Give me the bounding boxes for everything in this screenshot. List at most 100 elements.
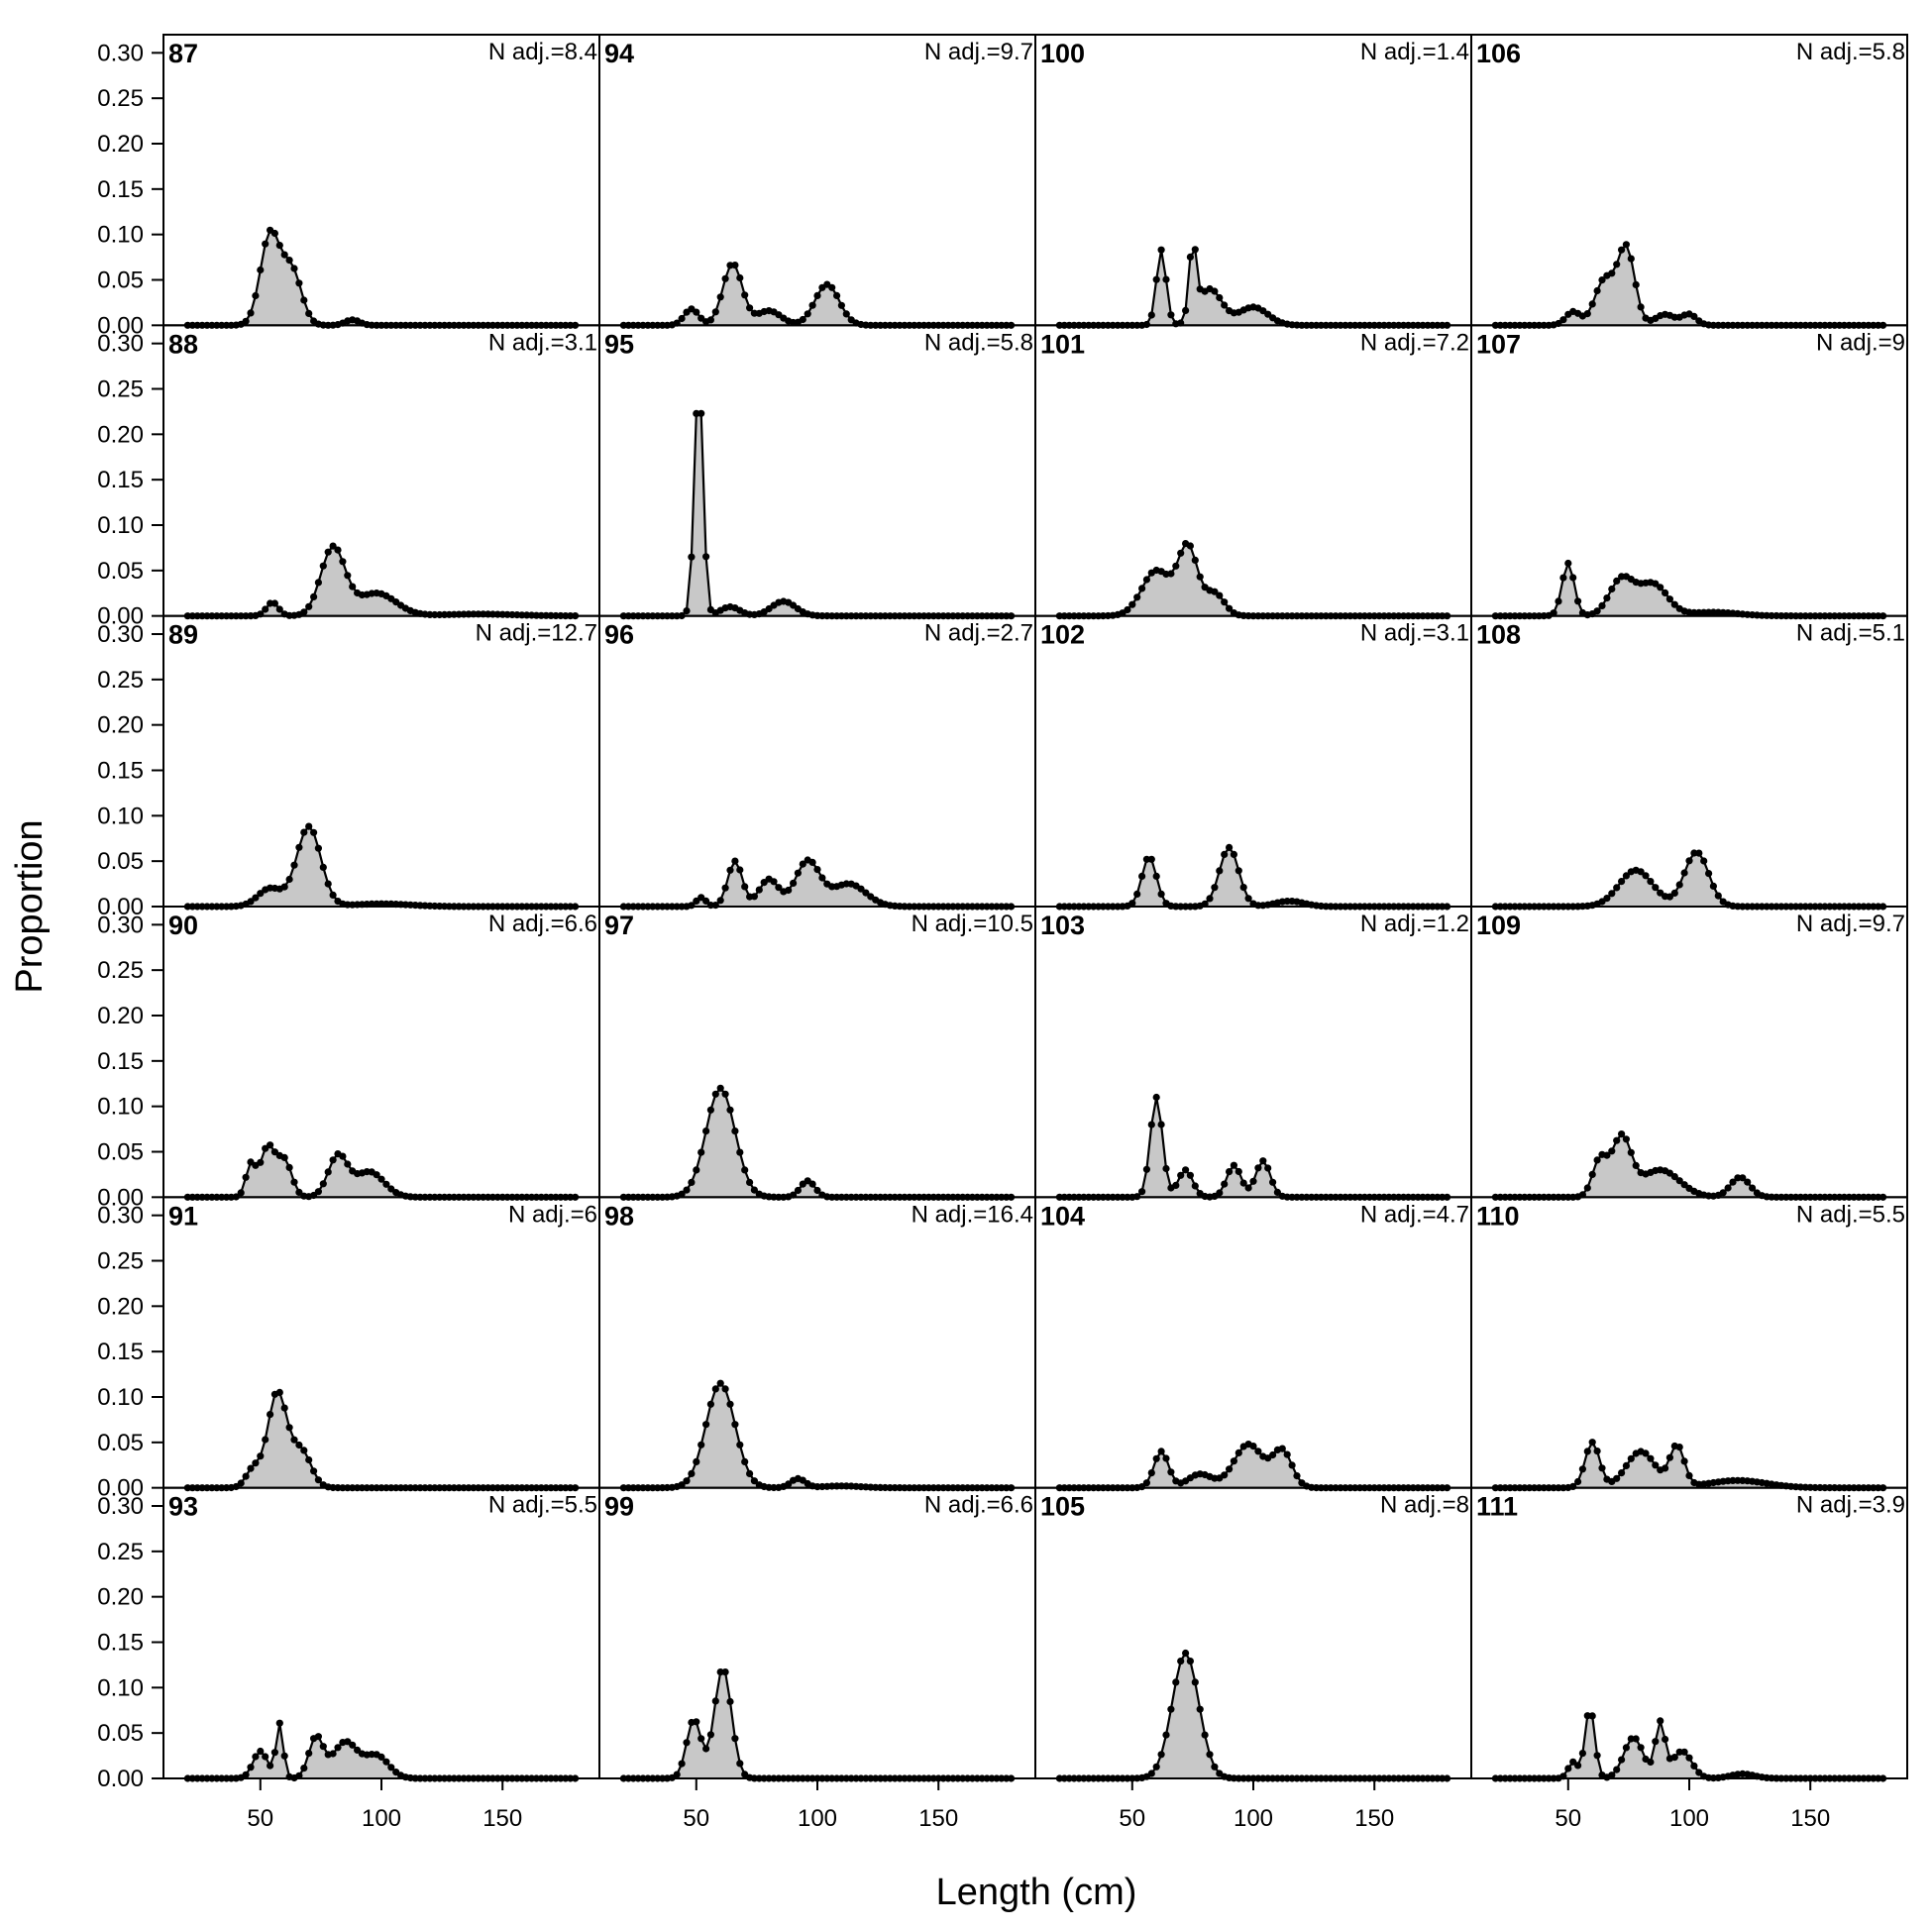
data-point xyxy=(339,558,347,566)
data-point xyxy=(1221,850,1229,859)
data-point xyxy=(750,1477,759,1485)
data-point xyxy=(716,1084,724,1092)
data-point xyxy=(741,1166,749,1174)
data-point xyxy=(702,1421,710,1429)
data-point xyxy=(1670,1754,1678,1762)
data-point xyxy=(1632,280,1640,288)
data-point xyxy=(275,1719,283,1727)
data-point xyxy=(267,1762,274,1770)
data-point xyxy=(755,886,763,894)
data-point xyxy=(1196,1705,1204,1713)
data-point xyxy=(702,1127,710,1135)
data-point xyxy=(1283,1450,1291,1458)
data-point xyxy=(698,409,705,417)
nadj-label: N adj.=1.4 xyxy=(1360,39,1469,65)
data-point xyxy=(1675,1444,1683,1451)
area-fill-91 xyxy=(187,1392,576,1488)
data-point xyxy=(252,291,260,300)
data-point xyxy=(1191,1182,1199,1190)
data-point xyxy=(1657,584,1664,591)
data-point xyxy=(1147,1121,1155,1128)
series-line-107 xyxy=(1495,560,1883,617)
data-point xyxy=(237,1189,245,1197)
panel-109: 109 N adj.=9.7 xyxy=(1470,906,1908,1201)
data-point xyxy=(1191,556,1199,565)
data-point xyxy=(1632,1735,1640,1743)
data-point xyxy=(1583,1184,1591,1192)
nadj-label: N adj.=6.6 xyxy=(488,911,597,937)
data-point xyxy=(1152,275,1160,283)
data-point xyxy=(314,1733,322,1741)
data-point xyxy=(1705,870,1713,878)
data-point xyxy=(1593,1752,1601,1760)
data-point xyxy=(711,1090,719,1098)
data-point xyxy=(1239,1179,1247,1187)
data-point xyxy=(726,866,734,874)
data-point xyxy=(1652,580,1660,588)
data-point xyxy=(731,1127,739,1135)
data-point xyxy=(344,572,352,580)
data-point xyxy=(1657,1717,1664,1725)
data-point xyxy=(1177,1171,1185,1179)
data-point xyxy=(1613,1136,1621,1144)
nadj-label: N adj.=8.4 xyxy=(488,39,597,65)
panel-104: 104 N adj.=4.7 xyxy=(1034,1196,1472,1492)
data-point xyxy=(1627,1454,1635,1462)
data-point xyxy=(1152,872,1160,881)
area-fill-99 xyxy=(623,1671,1012,1778)
data-point xyxy=(862,889,870,897)
area-fill-105 xyxy=(1059,1653,1448,1778)
data-point xyxy=(1559,574,1567,582)
data-point xyxy=(1588,300,1596,308)
area-fill-89 xyxy=(187,826,576,907)
data-point xyxy=(324,548,332,556)
data-point xyxy=(382,1758,390,1766)
data-point xyxy=(1637,868,1645,876)
data-point xyxy=(324,880,332,888)
y-tick-label: 0.30 xyxy=(97,1203,144,1230)
data-point xyxy=(262,605,269,613)
data-point xyxy=(1182,1649,1190,1658)
data-point xyxy=(1167,311,1175,319)
data-point xyxy=(693,1457,700,1465)
data-point xyxy=(1662,1735,1669,1744)
x-tick-label: 50 xyxy=(1119,1805,1145,1832)
panel-label: 93 xyxy=(168,1492,198,1522)
panel-110: 110 N adj.=5.5 xyxy=(1470,1196,1908,1492)
data-point xyxy=(721,274,729,282)
data-point xyxy=(706,1400,715,1408)
panel-label: 90 xyxy=(168,911,198,940)
data-point xyxy=(280,883,288,891)
data-point xyxy=(295,279,303,287)
area-fill-88 xyxy=(187,546,576,616)
panel-105: 105 N adj.=8 xyxy=(1034,1486,1472,1782)
data-point xyxy=(702,553,710,561)
panel-label: 109 xyxy=(1476,911,1521,940)
nadj-label: N adj.=9 xyxy=(1816,329,1905,356)
data-point xyxy=(300,296,308,304)
nadj-label: N adj.=1.2 xyxy=(1360,911,1469,937)
data-point xyxy=(702,1745,710,1753)
data-point xyxy=(1613,1474,1621,1482)
data-point xyxy=(1273,1188,1281,1196)
data-point xyxy=(1221,598,1229,606)
data-point xyxy=(1167,1705,1175,1713)
data-point xyxy=(828,283,836,291)
data-point xyxy=(804,310,811,318)
area-fill-104 xyxy=(1059,1444,1448,1488)
data-point xyxy=(1142,576,1150,584)
data-point xyxy=(1211,1763,1219,1771)
data-point xyxy=(1172,1181,1180,1189)
data-point xyxy=(1269,1178,1277,1186)
axes-layer: 0.000.050.100.150.200.250.300.000.050.10… xyxy=(97,40,1830,1832)
data-point xyxy=(721,1668,729,1676)
area-fill-100 xyxy=(1059,249,1448,326)
panel-94: 94 N adj.=9.7 xyxy=(598,34,1036,329)
nadj-label: N adj.=12.7 xyxy=(476,620,597,647)
data-point xyxy=(1613,1766,1621,1773)
panel-93: 93 N adj.=5.5 xyxy=(162,1486,600,1782)
nadj-label: N adj.=5.8 xyxy=(924,329,1033,356)
data-point xyxy=(300,1765,308,1772)
data-point xyxy=(785,1480,793,1488)
data-point xyxy=(310,828,318,836)
